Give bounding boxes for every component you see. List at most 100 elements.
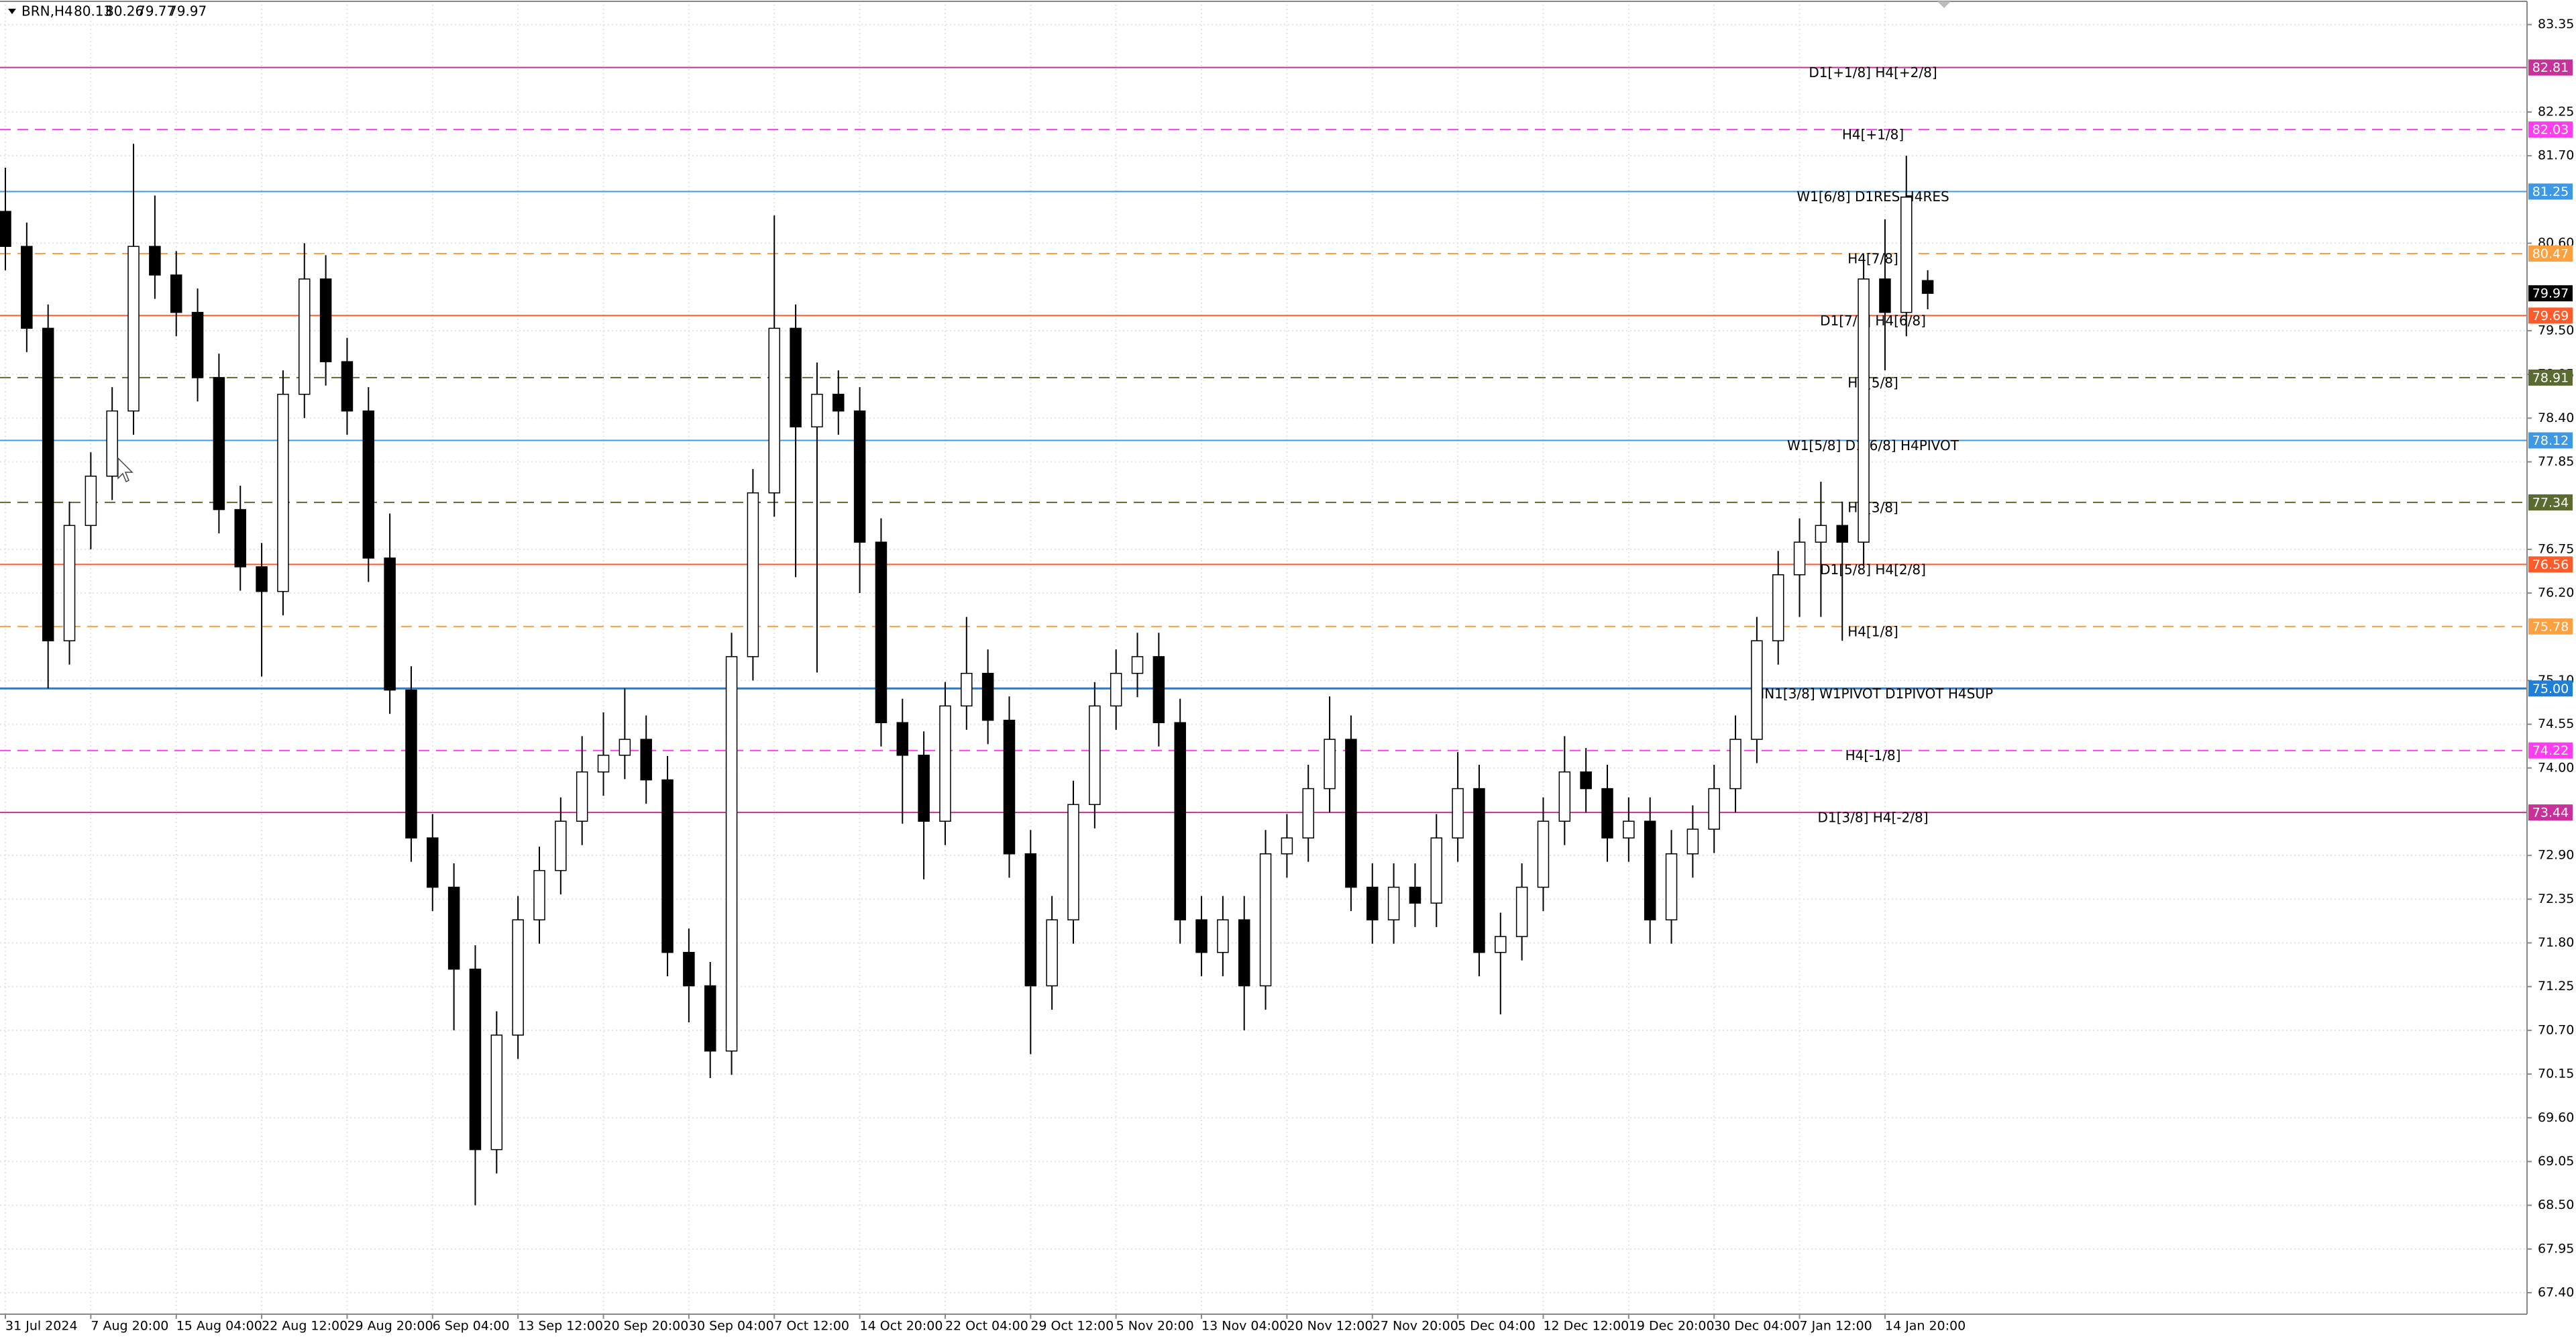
price-box <box>2528 432 2573 449</box>
x-tick-label: 31 Jul 2024 <box>5 1319 78 1334</box>
candle-body <box>1708 788 1720 830</box>
candle-body <box>427 837 439 888</box>
candle-body <box>896 722 909 756</box>
candle-body <box>1430 837 1443 904</box>
price-box-label: 76.56 <box>2532 557 2569 572</box>
y-tick-label: 70.15 <box>2538 1067 2574 1081</box>
level-label: W1[5/8] D1[6/8] H4PIVOT <box>1787 437 1960 453</box>
candles <box>0 144 1934 1206</box>
candle-body <box>469 968 482 1150</box>
candle-body <box>1152 656 1165 723</box>
candle-body <box>576 771 588 822</box>
y-tick-label: 67.40 <box>2538 1285 2574 1300</box>
candle-body <box>661 779 674 953</box>
price-box <box>2528 369 2573 386</box>
x-tick-label: 13 Sep 12:00 <box>518 1319 603 1334</box>
candle-body <box>384 557 396 691</box>
candle-body <box>853 410 866 543</box>
x-tick-label: 20 Nov 12:00 <box>1287 1319 1373 1334</box>
candle-body <box>811 393 823 428</box>
candle-body <box>725 656 738 1052</box>
y-tick-label: 69.60 <box>2538 1110 2574 1125</box>
y-tick-label: 82.25 <box>2538 105 2574 119</box>
x-tick-label: 5 Nov 20:00 <box>1116 1319 1194 1334</box>
candle-body <box>256 566 268 592</box>
candle-body <box>1003 719 1016 855</box>
candle-body <box>1131 656 1144 674</box>
candle-body <box>319 278 332 362</box>
candle-body <box>1558 771 1571 822</box>
level-label: H4[7/8] <box>1847 250 1898 266</box>
level-label: D1[7/8] H4[6/8] <box>1820 313 1926 329</box>
levels: D1[+1/8] H4[+2/8] H4[+1/8] W1[6/8] D1RES H… <box>0 64 2527 826</box>
price-box-label: 77.34 <box>2532 495 2569 510</box>
candle-body <box>490 1034 503 1150</box>
candle-body <box>362 410 375 559</box>
y-tick-label: 83.35 <box>2538 17 2574 32</box>
candle-body <box>127 246 140 412</box>
candle-body <box>640 739 652 781</box>
candle-body <box>1815 525 1827 543</box>
candle-body <box>213 377 225 511</box>
x-tick-label: 5 Dec 04:00 <box>1458 1319 1536 1334</box>
candle-body <box>1515 886 1528 937</box>
price-box-label: 75.00 <box>2532 682 2569 696</box>
candle-body <box>981 672 994 721</box>
y-tick-label: 76.75 <box>2538 541 2574 556</box>
y-tick-label: 70.70 <box>2538 1022 2574 1037</box>
chart-title: BRN,H4 <box>21 3 73 19</box>
candle-body <box>1772 574 1784 641</box>
menu-arrow <box>8 9 16 14</box>
x-tick-label: 29 Oct 12:00 <box>1030 1319 1114 1334</box>
level-label: D1[3/8] H4[-2/8] <box>1817 810 1928 826</box>
price-box-label: 80.47 <box>2532 246 2569 261</box>
candle-body <box>1089 705 1101 806</box>
candle-body <box>1751 640 1763 740</box>
candle-body <box>149 246 161 276</box>
y-tick-label: 81.70 <box>2538 148 2574 163</box>
candle-body <box>234 508 246 568</box>
candle-body <box>1921 280 1934 294</box>
price-box <box>2528 307 2573 324</box>
candle-body <box>405 689 417 839</box>
candle-body <box>21 246 33 329</box>
candle-body <box>619 739 631 756</box>
candle-body <box>747 492 759 657</box>
price-box <box>2528 742 2573 759</box>
y-tick-label: 79.50 <box>2538 323 2574 337</box>
price-box <box>2528 59 2573 76</box>
header-close: 79.97 <box>168 3 207 19</box>
candle-body <box>1623 820 1635 839</box>
level-label: MN1[3/8] W1PIVOT D1PIVOT H4SUP <box>1753 686 1993 702</box>
price-box-label: 82.03 <box>2532 123 2569 138</box>
current-price-box <box>2528 285 2573 302</box>
level-label: D1[5/8] H4[2/8] <box>1820 561 1926 578</box>
y-tick-label: 77.85 <box>2538 454 2574 469</box>
level-label: H4[3/8] <box>1847 499 1898 515</box>
candle-body <box>341 361 354 412</box>
x-tick-label: 30 Dec 04:00 <box>1714 1319 1800 1334</box>
candle-body <box>1409 886 1421 904</box>
price-box <box>2528 618 2573 635</box>
candle-body <box>875 541 888 723</box>
candle-body <box>1302 788 1314 839</box>
candle-body <box>1836 525 1848 543</box>
candle-body <box>1473 788 1485 953</box>
price-box <box>2528 804 2573 821</box>
x-tick-label: 6 Sep 04:00 <box>433 1319 510 1334</box>
candle-body <box>704 985 716 1052</box>
candle-body <box>1259 853 1272 987</box>
x-tick-label: 7 Jan 12:00 <box>1800 1319 1872 1334</box>
candle-body <box>1345 739 1357 888</box>
candle-body <box>1879 278 1891 313</box>
level-label: H4[-1/8] <box>1845 747 1901 763</box>
current-price-label: 79.97 <box>2532 286 2569 301</box>
candle-body <box>939 705 951 822</box>
candle-body <box>790 327 802 428</box>
y-tick-label: 67.95 <box>2538 1241 2574 1256</box>
y-tick-label: 72.90 <box>2538 848 2574 863</box>
candle-body <box>1900 197 1913 313</box>
